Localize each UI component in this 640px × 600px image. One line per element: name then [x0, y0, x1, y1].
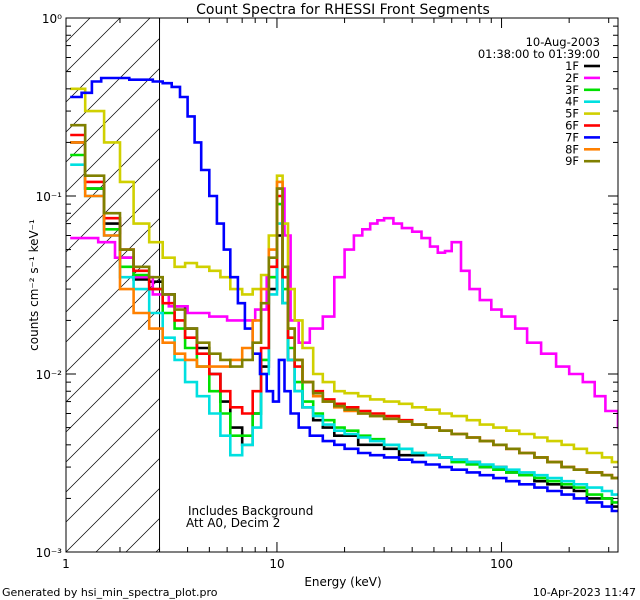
hatch-line: [576, 18, 640, 552]
date-label: 10-Aug-2003: [526, 35, 600, 49]
footer-timestamp: 10-Apr-2023 11:47: [533, 586, 636, 599]
hatch-line: [66, 247, 160, 343]
chart-title: Count Spectra for RHESSI Front Segments: [196, 2, 490, 18]
hatch-line: [66, 97, 160, 193]
y-tick-label: 10⁻¹: [36, 190, 63, 204]
hatch-line: [66, 217, 160, 313]
attenuator-region: [0, 18, 640, 552]
series-7F: [70, 76, 618, 513]
hatch-line: [66, 307, 160, 403]
hatch-line: [276, 18, 640, 552]
time-range-label: 01:38:00 to 01:39:00: [478, 47, 600, 61]
x-tick-label: 100: [490, 557, 513, 571]
hatch-line: [66, 67, 160, 163]
legend-label: 5F: [565, 107, 579, 121]
note-attenuator: Att A0, Decim 2: [186, 516, 280, 530]
hatch-line: [636, 18, 640, 552]
y-tick-label: 10⁻²: [36, 368, 63, 382]
y-axis-label: counts cm⁻² s⁻¹ keV⁻¹: [27, 219, 41, 351]
series-5F: [70, 87, 618, 464]
hatch-line: [66, 18, 121, 73]
series-9F: [70, 123, 618, 480]
hatch-line: [0, 18, 30, 552]
hatch-line: [66, 427, 160, 523]
x-tick-label: 10: [269, 557, 284, 571]
y-tick-label: 10⁰: [42, 12, 62, 26]
hatch-line: [66, 277, 160, 373]
hatch-line: [66, 187, 160, 283]
legend-label: 2F: [565, 71, 579, 85]
legend-label: 3F: [565, 83, 579, 97]
series-2F: [70, 187, 618, 429]
legend-label: 8F: [565, 142, 579, 156]
hatch-line: [95, 487, 160, 552]
x-tick-label: 1: [62, 557, 70, 571]
hatch-line: [125, 517, 160, 552]
hatch-line: [606, 18, 640, 552]
x-axis-label: Energy (keV): [304, 575, 381, 589]
legend-label: 7F: [565, 130, 579, 144]
hatch-line: [66, 457, 160, 552]
hatch-line: [456, 18, 640, 552]
plot-frame: [65, 17, 619, 553]
y-tick-label: 10⁻³: [36, 546, 63, 560]
hatch-line: [66, 397, 160, 493]
series-4F: [70, 163, 618, 496]
footer-generated-by: Generated by hsi_min_spectra_plot.pro: [2, 586, 218, 599]
legend-label: 6F: [565, 119, 579, 133]
legend-label: 1F: [565, 59, 579, 73]
note-background: Includes Background: [188, 504, 313, 518]
legend-label: 9F: [565, 154, 579, 168]
legend-label: 4F: [565, 95, 579, 109]
hatch-line: [246, 18, 640, 552]
hatch-line: [66, 37, 160, 133]
